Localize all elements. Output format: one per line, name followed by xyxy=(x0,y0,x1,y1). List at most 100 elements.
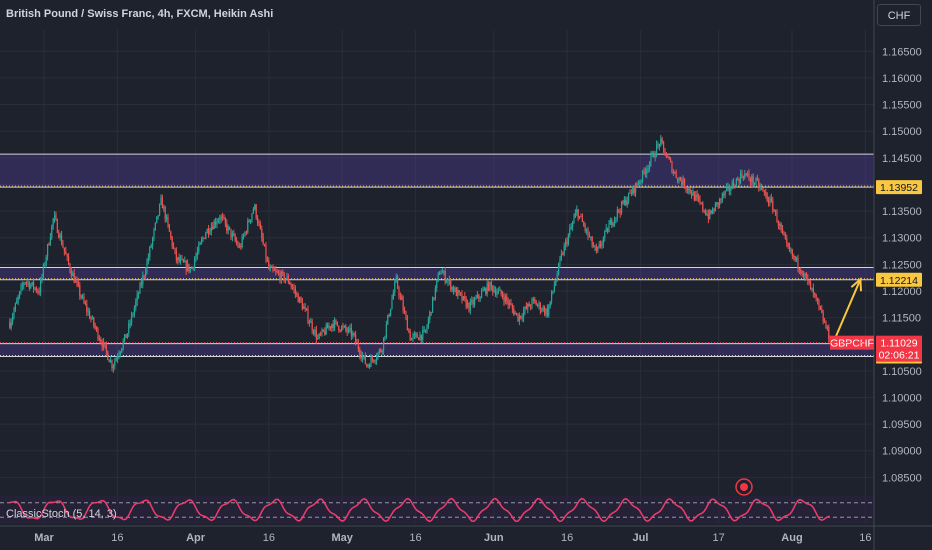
candle-body xyxy=(559,258,561,264)
candle-body xyxy=(181,258,183,260)
candle-body xyxy=(382,337,385,351)
candle-body xyxy=(434,288,436,299)
price-tick-label: 1.12000 xyxy=(882,286,922,298)
candle-body xyxy=(450,280,452,290)
candle-body xyxy=(298,297,301,303)
candle-body xyxy=(364,355,366,365)
candle-body xyxy=(170,231,172,238)
candle-body xyxy=(695,194,697,201)
current-price-text: 1.11029 xyxy=(880,338,917,350)
candle-body xyxy=(282,271,284,274)
candle-body xyxy=(118,354,120,357)
candle-body xyxy=(464,296,466,299)
candle-body xyxy=(34,287,36,289)
candle-body xyxy=(235,240,238,244)
candle-body xyxy=(182,259,184,263)
candle-body xyxy=(745,173,747,176)
candle-body xyxy=(732,182,735,187)
candle-body xyxy=(231,233,233,238)
candle-body xyxy=(583,222,585,226)
candle-body xyxy=(480,291,483,298)
current-price-bg xyxy=(876,335,922,362)
candle-body xyxy=(710,210,712,214)
candle-body xyxy=(237,243,239,247)
candle-body xyxy=(438,274,441,276)
candle-body xyxy=(672,172,674,174)
candle-body xyxy=(686,188,688,191)
candle-body xyxy=(822,312,824,322)
candle-body xyxy=(788,246,791,251)
candle-body xyxy=(354,334,357,342)
candle-body xyxy=(496,292,498,295)
candle-body xyxy=(233,233,235,236)
candle-body xyxy=(644,171,646,174)
time-tick-label: 16 xyxy=(111,532,123,544)
candle-body xyxy=(88,311,91,319)
candle-body xyxy=(374,360,376,362)
candle-body xyxy=(608,224,610,233)
candle-body xyxy=(262,237,264,245)
candle-body xyxy=(809,282,812,290)
candle-body xyxy=(538,303,540,306)
candle-body xyxy=(409,331,411,341)
candle-body xyxy=(423,329,425,331)
candle-body xyxy=(168,224,170,232)
candle-body xyxy=(548,306,550,316)
candle-body xyxy=(567,234,569,245)
candle-body xyxy=(105,344,107,352)
candle-body xyxy=(368,365,371,368)
candle-body xyxy=(629,192,631,194)
candle-body xyxy=(784,235,786,239)
candle-body xyxy=(492,286,494,292)
candle-body xyxy=(765,192,767,195)
candle-body xyxy=(109,360,112,363)
candle-body xyxy=(734,186,736,188)
candle-body xyxy=(220,216,222,220)
candle-body xyxy=(752,176,754,184)
currency-button[interactable]: CHF xyxy=(877,4,921,26)
candle-body xyxy=(63,247,65,252)
candle-body xyxy=(440,273,442,275)
candle-body xyxy=(801,272,803,275)
candle-body xyxy=(497,290,499,293)
candle-body xyxy=(556,274,558,281)
candle-body xyxy=(753,183,756,185)
price-tick-label: 1.09500 xyxy=(882,419,922,431)
candle-body xyxy=(587,229,589,236)
candle-body xyxy=(493,290,495,292)
candle-body xyxy=(55,215,57,220)
candle-body xyxy=(325,324,327,335)
candle-body xyxy=(14,303,16,311)
candle-body xyxy=(324,331,326,335)
candle-body xyxy=(178,257,180,262)
candle-body xyxy=(479,297,481,299)
candle-body xyxy=(542,307,544,311)
candle-body xyxy=(503,296,505,302)
candle-body xyxy=(76,280,78,283)
candle-body xyxy=(571,222,574,227)
candle-body xyxy=(819,305,821,310)
candle-body xyxy=(602,237,604,244)
candle-body xyxy=(779,224,781,226)
candle-body xyxy=(49,237,51,245)
candle-body xyxy=(647,168,649,170)
candle-body xyxy=(711,209,714,214)
countdown-text: 02:06:21 xyxy=(879,350,920,362)
candle-body xyxy=(72,273,74,277)
candle-body xyxy=(468,302,470,311)
candle-body xyxy=(573,217,575,223)
candle-body xyxy=(634,183,637,193)
candle-body xyxy=(811,288,813,290)
candle-body xyxy=(405,312,407,318)
candle-body xyxy=(81,296,84,298)
candle-body xyxy=(256,217,259,224)
candle-body xyxy=(513,308,515,315)
candle-body xyxy=(773,210,775,212)
candle-body xyxy=(45,256,47,265)
candle-body xyxy=(20,286,22,292)
candle-body xyxy=(549,301,551,307)
candle-body xyxy=(636,183,638,185)
candle-body xyxy=(459,292,462,294)
candle-body xyxy=(185,261,187,271)
